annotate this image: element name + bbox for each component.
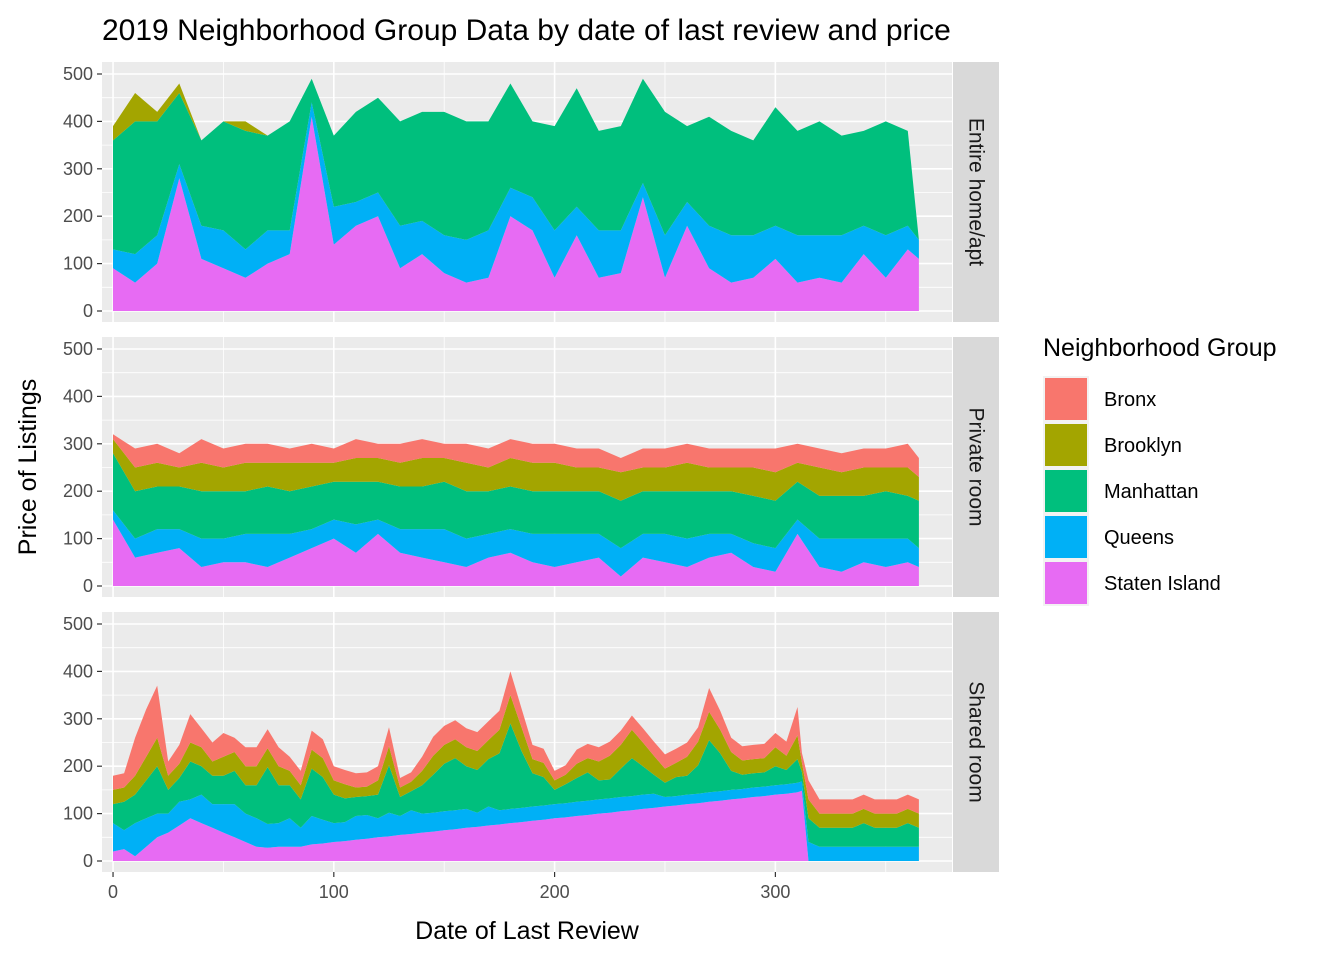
- legend-item-queens: Queens: [1043, 514, 1174, 560]
- facet-strip: [953, 62, 999, 322]
- y-tick-label: 400: [63, 111, 93, 131]
- legend-swatch: [1045, 562, 1087, 604]
- y-tick-label: 200: [63, 206, 93, 226]
- area-bronx: [113, 671, 919, 814]
- legend: Neighborhood Group Bronx Brooklyn Manhatta…: [1043, 334, 1277, 606]
- y-axis-title: Price of Listings: [14, 379, 42, 555]
- area-staten-island: [113, 519, 919, 586]
- chart-title: 2019 Neighborhood Group Data by date of …: [102, 14, 951, 47]
- y-tick-label: 0: [83, 851, 93, 871]
- area-queens: [113, 510, 919, 577]
- y-tick-label: 300: [63, 434, 93, 454]
- legend-label: Queens: [1104, 527, 1174, 549]
- legend-item-brooklyn: Brooklyn: [1043, 422, 1182, 468]
- facet-panel-shared-room: 0 100 200 300 400 500 Shared room: [63, 612, 999, 872]
- y-tick-label: 100: [63, 254, 93, 274]
- y-tick-label: 500: [63, 614, 93, 634]
- legend-swatch: [1045, 378, 1087, 420]
- y-tick-label: 200: [63, 756, 93, 776]
- y-tick-label: 300: [63, 159, 93, 179]
- y-tick-label: 0: [83, 576, 93, 596]
- legend-swatch: [1045, 516, 1087, 558]
- legend-items: Bronx Brooklyn Manhattan Queens Staten Islan…: [1043, 376, 1221, 606]
- legend-label: Staten Island: [1104, 573, 1221, 595]
- facet-panel-entire-home-apt: 0 100 200 300 400 500 Entire home/apt: [63, 62, 999, 322]
- facet-strip-label: Shared room: [965, 681, 988, 802]
- x-tick-label: 200: [540, 882, 570, 902]
- y-tick-label: 400: [63, 661, 93, 681]
- x-axis-title: Date of Last Review: [415, 917, 640, 945]
- x-tick-label: 300: [760, 882, 790, 902]
- area-staten-island: [113, 116, 919, 311]
- legend-item-bronx: Bronx: [1043, 376, 1156, 422]
- legend-item-manhattan: Manhattan: [1043, 468, 1199, 514]
- legend-item-staten-island: Staten Island: [1043, 560, 1221, 606]
- facet-panels: 0 100 200 300 400 500 Entire home/apt 0 100 200 30…: [63, 62, 999, 872]
- area-manhattan: [113, 723, 919, 847]
- y-tick-label: 300: [63, 709, 93, 729]
- area-brooklyn: [113, 439, 919, 501]
- x-axis: 0 100 200 300: [108, 872, 790, 902]
- area-queens: [113, 102, 919, 283]
- area-brooklyn: [113, 695, 919, 828]
- x-tick-label: 0: [108, 882, 118, 902]
- legend-swatch: [1045, 470, 1087, 512]
- facet-strip-label: Private room: [965, 407, 988, 526]
- facet-strip: [953, 612, 999, 872]
- y-tick-label: 100: [63, 529, 93, 549]
- legend-label: Bronx: [1104, 389, 1156, 411]
- y-tick-label: 200: [63, 481, 93, 501]
- y-tick-label: 500: [63, 64, 93, 84]
- legend-swatch: [1045, 424, 1087, 466]
- legend-title: Neighborhood Group: [1043, 334, 1277, 362]
- area-bronx: [113, 434, 919, 477]
- facet-strip-label: Entire home/apt: [965, 118, 988, 266]
- area-manhattan: [113, 453, 919, 549]
- legend-label: Brooklyn: [1104, 435, 1182, 457]
- y-tick-label: 400: [63, 386, 93, 406]
- legend-label: Manhattan: [1104, 481, 1199, 503]
- y-tick-label: 500: [63, 339, 93, 359]
- area-queens: [113, 781, 919, 861]
- y-tick-label: 100: [63, 804, 93, 824]
- area-staten-island: [113, 790, 919, 861]
- x-tick-label: 100: [319, 882, 349, 902]
- facet-panel-private-room: 0 100 200 300 400 500 Private room: [63, 337, 999, 597]
- facet-strip: [953, 337, 999, 597]
- area-manhattan: [113, 78, 919, 255]
- y-tick-label: 0: [83, 301, 93, 321]
